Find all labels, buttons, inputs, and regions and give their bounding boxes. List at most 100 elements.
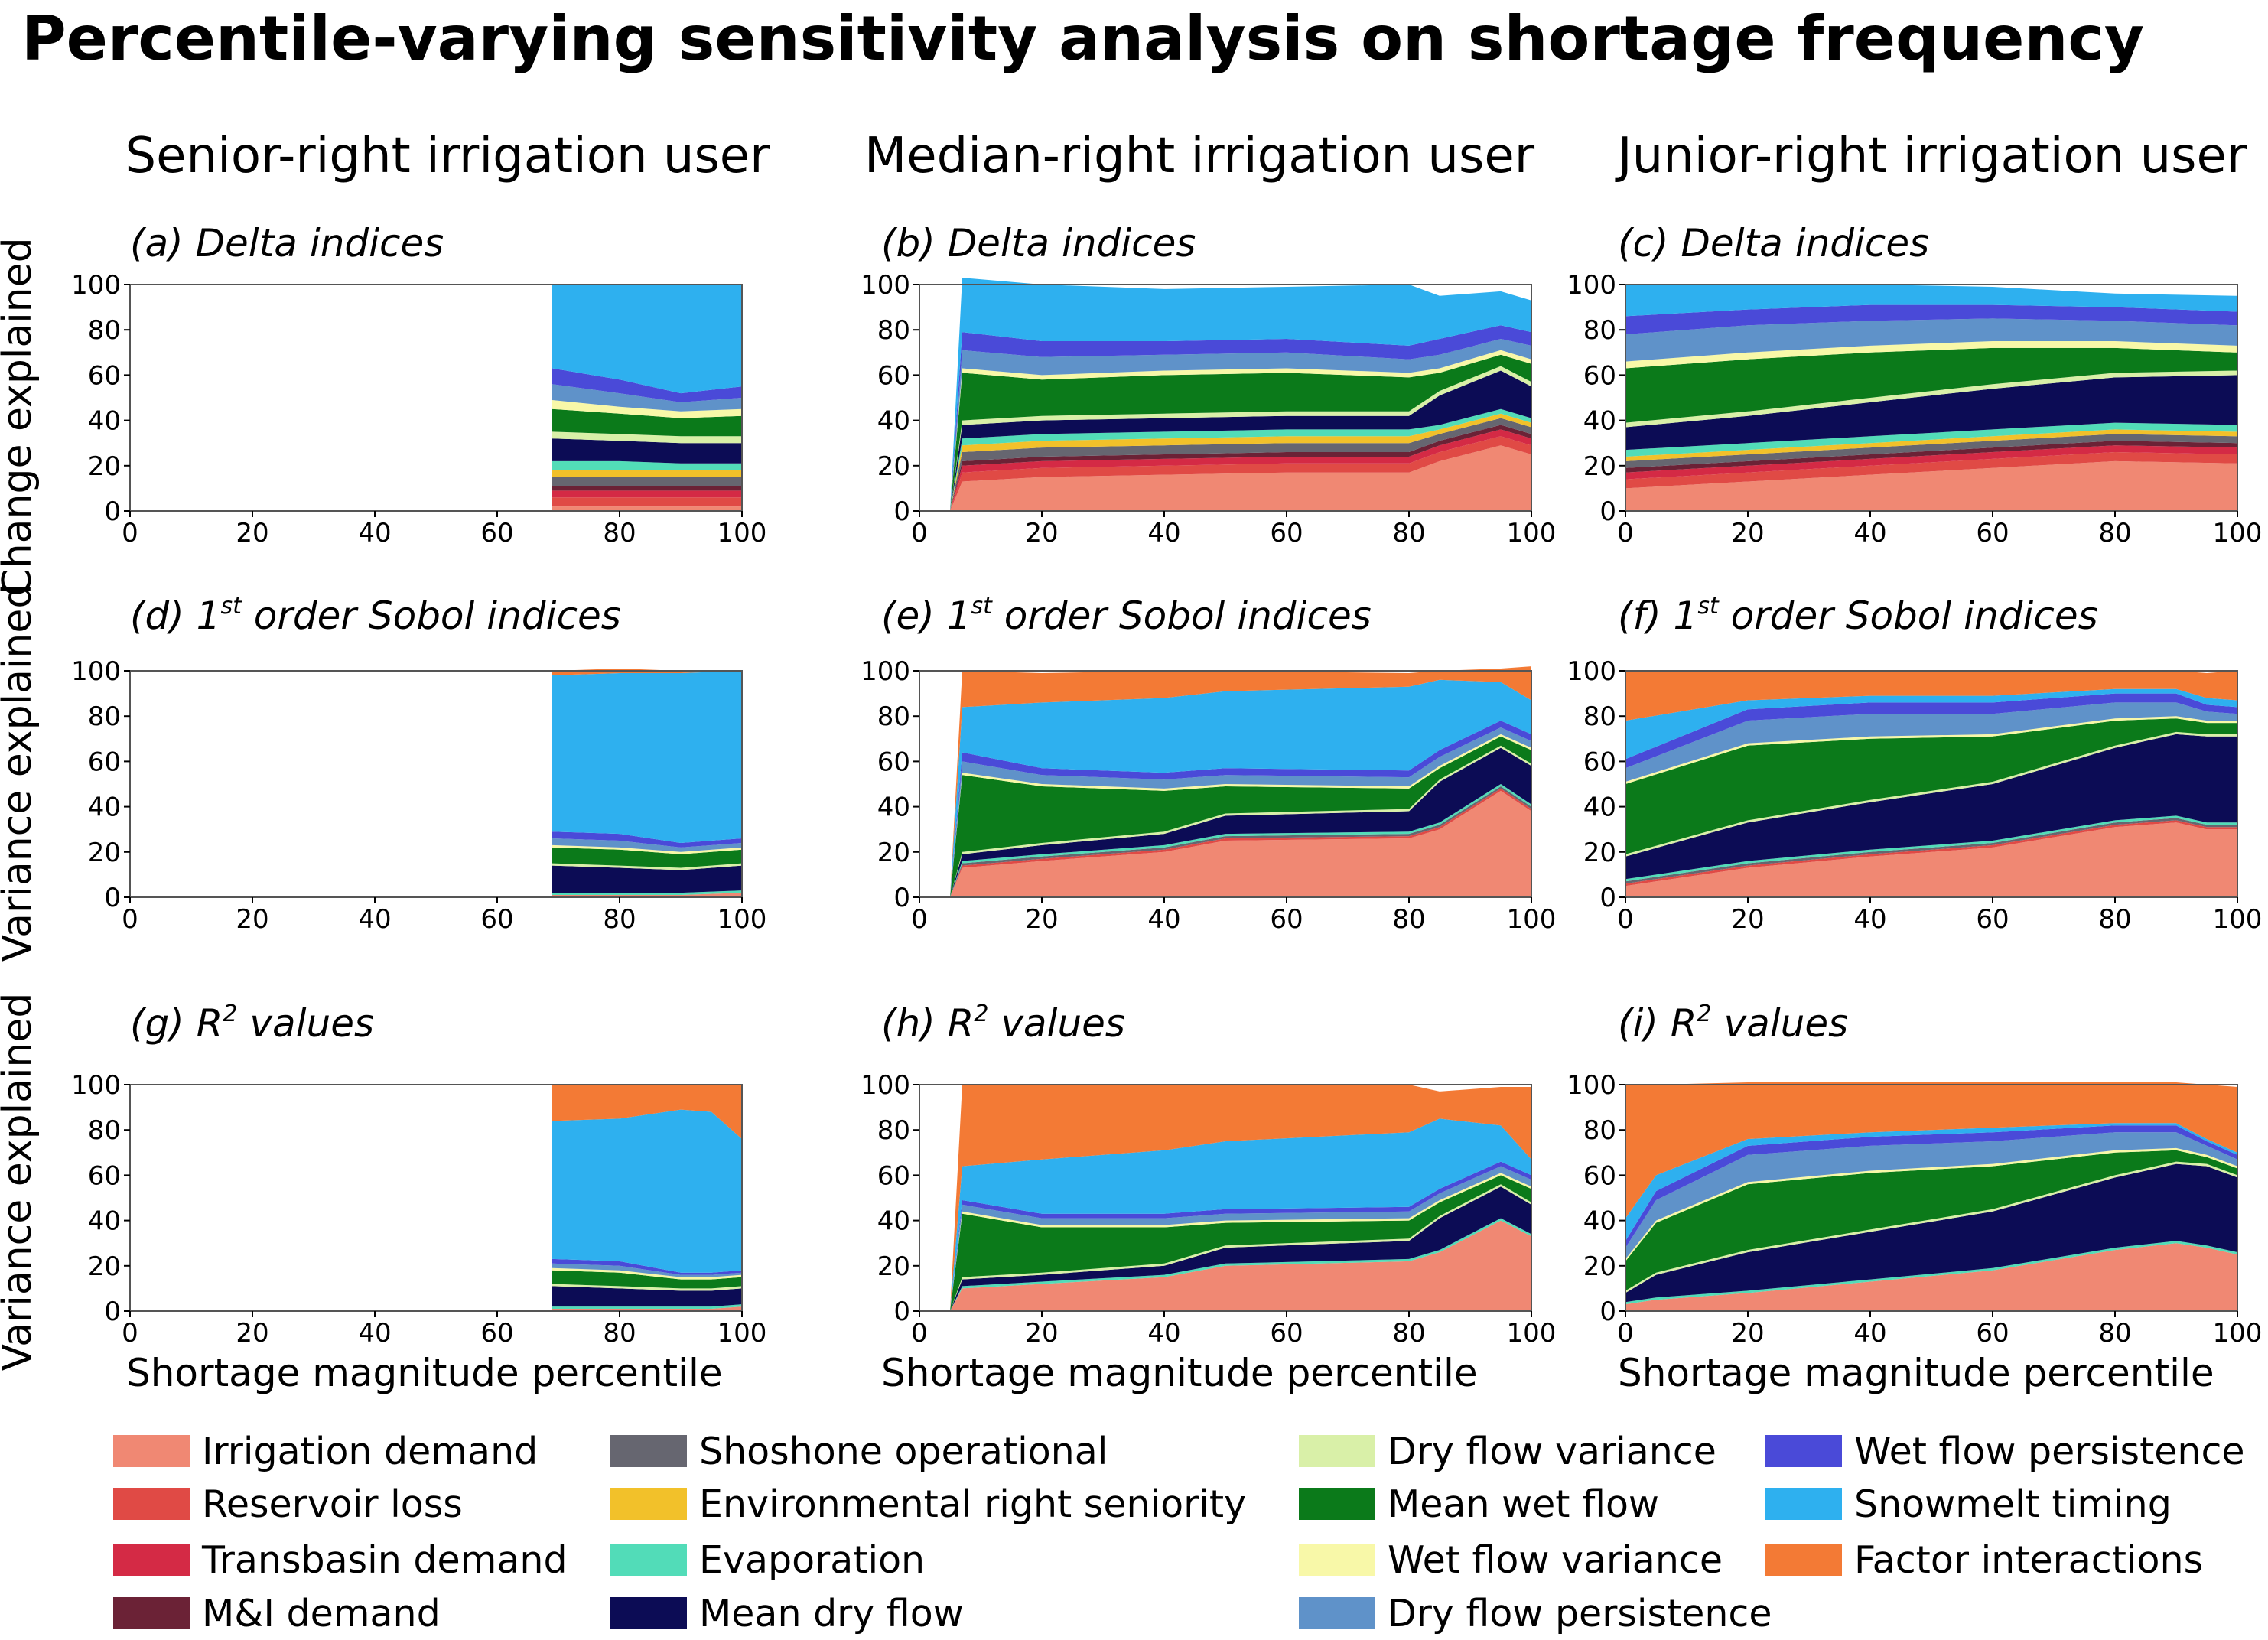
legend-label: Snowmelt timing bbox=[1854, 1482, 2172, 1526]
y-tick-label: 60 bbox=[1583, 1160, 1616, 1191]
area-g-irrigation-demand bbox=[552, 1306, 742, 1311]
area-i-mean-wet-flow bbox=[1625, 1150, 2237, 1291]
x-tick-label: 80 bbox=[1392, 904, 1425, 935]
legend-item-dry-flow-persistence: Dry flow persistence bbox=[1299, 1592, 1772, 1635]
area-e-snowmelt-timing bbox=[950, 679, 1531, 897]
panel-a: 0 20 40 60 80 100 0 20 40 60 80 100 bbox=[71, 270, 766, 548]
area-b-mean-dry-flow bbox=[950, 370, 1531, 511]
y-tick-label: 0 bbox=[1599, 496, 1616, 527]
y-tick-label: 20 bbox=[88, 838, 121, 868]
legend-swatch bbox=[113, 1488, 190, 1520]
area-c-wet-flow-persistence bbox=[1625, 304, 2237, 335]
area-b-reservoir-loss bbox=[950, 436, 1531, 511]
area-g-mean-dry-flow bbox=[552, 1286, 742, 1307]
panel-b: 0 20 40 60 80 100 0 20 40 60 80 100 bbox=[861, 270, 1556, 548]
y-tick-label: 0 bbox=[104, 883, 121, 913]
area-b-evaporation bbox=[950, 408, 1531, 511]
area-e-wet-flow-variance bbox=[950, 734, 1531, 897]
area-a-wet-flow-variance bbox=[552, 400, 742, 418]
legend-swatch bbox=[1299, 1435, 1375, 1467]
area-d-wet-flow-persistence bbox=[552, 831, 742, 848]
y-tick-label: 60 bbox=[877, 1160, 910, 1191]
y-tick-label: 40 bbox=[1583, 406, 1616, 437]
area-i-factor-interactions bbox=[1625, 1082, 2237, 1219]
area-b-snowmelt-timing bbox=[950, 278, 1531, 511]
legend-label: Wet flow persistence bbox=[1854, 1430, 2245, 1473]
y-tick-label: 40 bbox=[877, 1206, 910, 1237]
x-tick-label: 60 bbox=[1976, 1318, 2009, 1349]
area-g-mean-wet-flow bbox=[552, 1270, 742, 1289]
y-tick-label: 20 bbox=[877, 838, 910, 868]
legend-swatch bbox=[610, 1597, 687, 1629]
y-tick-label: 100 bbox=[71, 1070, 121, 1101]
panel-title-i: (i) R2 values bbox=[1618, 1001, 1848, 1046]
x-tick-label: 100 bbox=[2213, 1318, 2263, 1349]
legend-label: Transbasin demand bbox=[201, 1538, 568, 1582]
area-h-evaporation bbox=[950, 1218, 1531, 1311]
legend-swatch bbox=[610, 1544, 687, 1576]
x-tick-label: 100 bbox=[2213, 518, 2263, 548]
axes-frame-a bbox=[129, 284, 743, 512]
area-b-transbasin-demand bbox=[950, 429, 1531, 511]
area-f-irrigation-demand bbox=[1625, 822, 2237, 897]
x-tick-label: 40 bbox=[1147, 1318, 1180, 1349]
y-tick-label: 40 bbox=[877, 406, 910, 437]
x-tick-label: 40 bbox=[1853, 518, 1886, 548]
y-tick-label: 100 bbox=[861, 656, 910, 687]
x-tick-label: 20 bbox=[1731, 1318, 1764, 1349]
panel-f: 0 20 40 60 80 100 0 20 40 60 80 100 bbox=[1567, 656, 2262, 935]
area-c-reservoir-loss bbox=[1625, 452, 2237, 489]
area-e-factor-interactions bbox=[950, 666, 1531, 897]
area-d-irrigation-demand bbox=[552, 893, 742, 897]
x-tick-label: 0 bbox=[122, 1318, 138, 1349]
area-b-wet-flow-persistence bbox=[950, 325, 1531, 511]
area-g-dry-flow-variance bbox=[552, 1284, 742, 1291]
x-tick-label: 60 bbox=[1976, 518, 2009, 548]
legend-swatch bbox=[1299, 1544, 1375, 1576]
legend-item-mean-dry-flow: Mean dry flow bbox=[610, 1592, 964, 1635]
legend-swatch bbox=[113, 1597, 190, 1629]
x-tick-label: 60 bbox=[480, 518, 513, 548]
x-tick-label: 0 bbox=[1617, 1318, 1634, 1349]
y-tick-label: 100 bbox=[71, 656, 121, 687]
area-e-dry-flow-persistence bbox=[950, 727, 1531, 897]
x-label-junior: Shortage magnitude percentile bbox=[1618, 1351, 2214, 1395]
y-tick-label: 80 bbox=[877, 1115, 910, 1146]
area-a-transbasin-demand bbox=[552, 490, 742, 498]
x-tick-label: 40 bbox=[1853, 904, 1886, 935]
area-c-mean-wet-flow bbox=[1625, 347, 2237, 423]
legend-item-transbasin-demand: Transbasin demand bbox=[113, 1538, 568, 1582]
area-e-irrigation-demand bbox=[950, 790, 1531, 897]
area-c-evaporation bbox=[1625, 422, 2237, 457]
legend-item-wet-flow-variance: Wet flow variance bbox=[1299, 1538, 1723, 1582]
panel-title-c: (c) Delta indices bbox=[1618, 221, 1929, 265]
panel-i: 0 20 40 60 80 100 0 20 40 60 80 100 bbox=[1567, 1070, 2262, 1349]
area-d-dry-flow-variance bbox=[552, 863, 742, 870]
area-c-irrigation-demand bbox=[1625, 460, 2237, 511]
panel-title-a: (a) Delta indices bbox=[130, 221, 444, 265]
area-d-snowmelt-timing bbox=[552, 671, 742, 843]
x-tick-label: 60 bbox=[1976, 904, 2009, 935]
y-tick-label: 20 bbox=[1583, 838, 1616, 868]
y-tick-label: 20 bbox=[88, 1251, 121, 1282]
area-c-dry-flow-persistence bbox=[1625, 318, 2237, 362]
area-a-snowmelt-timing bbox=[552, 285, 742, 394]
y-tick-label: 0 bbox=[893, 496, 910, 527]
y-tick-label: 100 bbox=[1567, 656, 1616, 687]
legend-label: Shoshone operational bbox=[699, 1430, 1108, 1473]
y-tick-label: 80 bbox=[88, 701, 121, 732]
y-tick-label: 40 bbox=[88, 406, 121, 437]
area-a-environmental-right-seniority bbox=[552, 470, 742, 477]
area-g-evaporation bbox=[552, 1304, 742, 1309]
y-tick-label: 20 bbox=[877, 1251, 910, 1282]
legend-item-irrigation-demand: Irrigation demand bbox=[113, 1430, 538, 1473]
area-a-mean-dry-flow bbox=[552, 438, 742, 464]
x-tick-label: 0 bbox=[911, 1318, 928, 1349]
area-e-mean-dry-flow bbox=[950, 747, 1531, 897]
panel-title-e: (e) 1st order Sobol indices bbox=[881, 593, 1372, 638]
area-b-irrigation-demand bbox=[950, 445, 1531, 511]
figure-title: Percentile-varying sensitivity analysis … bbox=[21, 3, 2144, 74]
legend-item-wet-flow-persistence: Wet flow persistence bbox=[1765, 1430, 2245, 1473]
area-h-irrigation-demand bbox=[950, 1220, 1531, 1311]
y-tick-label: 60 bbox=[1583, 747, 1616, 777]
